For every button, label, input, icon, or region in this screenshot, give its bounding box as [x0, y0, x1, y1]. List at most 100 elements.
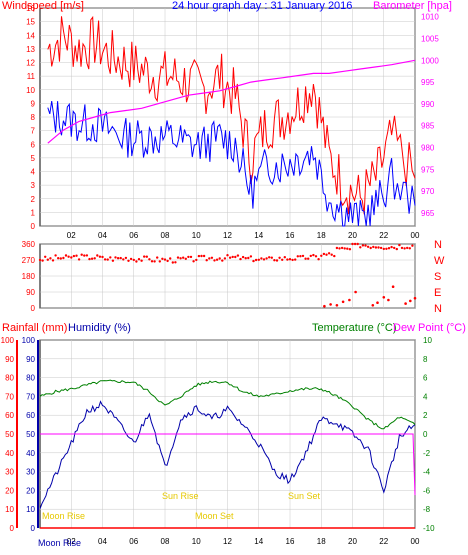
barometer-line: [47, 59, 416, 144]
direction-point-low: [413, 296, 417, 300]
wind-ytick: 16: [26, 4, 35, 13]
direction-point: [372, 245, 375, 249]
direction-point: [270, 256, 273, 259]
direction-point: [252, 259, 255, 263]
direction-ytick: 270: [22, 256, 36, 265]
wind-ytick: 12: [26, 59, 35, 68]
direction-point: [124, 256, 128, 260]
rain-ytick: 80: [5, 374, 14, 383]
humidity-ytick: 20: [26, 486, 35, 495]
wind-ytick: 14: [26, 31, 35, 40]
direction-point: [228, 256, 232, 259]
humidity-ytick: 60: [26, 411, 35, 420]
baro-ytick: 975: [421, 165, 435, 174]
direction-point: [161, 257, 164, 260]
wind-xtick: 04: [98, 231, 107, 240]
baro-ylabel: Barometer [hpa]: [373, 0, 452, 12]
direction-point: [111, 259, 115, 262]
direction-point: [174, 261, 177, 264]
direction-point: [75, 254, 78, 257]
direction-point: [390, 245, 393, 249]
direction-point: [406, 246, 409, 250]
dewpoint-ylabel: Dew Point (°C): [393, 322, 466, 334]
temp-ytick: 0: [423, 430, 428, 439]
direction-point: [106, 258, 109, 261]
event-sun-rise: Sun Rise: [162, 491, 199, 501]
direction-point: [187, 255, 190, 259]
direction-point: [184, 257, 187, 260]
temp-ytick: -2: [423, 449, 431, 458]
direction-point: [41, 259, 44, 262]
baro-ytick: 995: [421, 78, 435, 87]
temp-ytick: -8: [423, 505, 431, 514]
direction-point: [62, 256, 65, 260]
direction-point: [72, 254, 76, 258]
rain-ylabel: Rainfall (mm): [2, 322, 67, 334]
direction-point: [265, 257, 268, 260]
dewpoint-line: [40, 433, 416, 496]
direction-point: [333, 254, 336, 258]
direction-point-low: [354, 290, 357, 294]
humidity-ytick: 70: [26, 392, 35, 401]
direction-point: [221, 259, 224, 262]
wind-ytick: 6: [31, 140, 36, 149]
direction-point: [234, 255, 237, 259]
temp-ytick: -10: [423, 524, 435, 533]
baro-ytick: 965: [421, 209, 435, 218]
humidity-ylabel: Humidity (%): [68, 322, 131, 334]
direction-point: [346, 247, 349, 250]
direction-point: [132, 258, 135, 262]
direction-point-low: [323, 304, 326, 308]
direction-point-low: [409, 299, 412, 303]
direction-point: [385, 247, 388, 250]
direction-point: [400, 246, 404, 250]
direction-ytick: 360: [22, 240, 36, 249]
compass-e: E: [434, 287, 441, 299]
direction-point: [322, 252, 326, 256]
direction-point: [93, 257, 96, 260]
direction-point: [171, 261, 174, 264]
direction-point: [67, 255, 70, 258]
event-moon-rise: Moon Rise: [42, 511, 85, 521]
lower-xtick: 10: [192, 537, 201, 546]
direction-point: [314, 255, 318, 258]
direction-point: [338, 247, 341, 250]
rain-ytick: 40: [5, 449, 14, 458]
direction-point: [148, 258, 151, 261]
direction-point: [301, 254, 305, 258]
wind-ytick: 10: [26, 86, 35, 95]
direction-point: [262, 258, 266, 261]
direction-point: [369, 246, 372, 250]
direction-ytick: 180: [22, 272, 36, 281]
direction-point: [307, 257, 310, 260]
direction-point: [179, 257, 182, 260]
lower-xtick: 12: [223, 537, 232, 546]
direction-point: [281, 258, 284, 261]
direction-point: [122, 258, 125, 261]
direction-point: [236, 254, 240, 257]
compass-s: S: [434, 271, 441, 283]
direction-point: [268, 256, 271, 259]
direction-point: [275, 259, 279, 262]
direction-point: [335, 246, 339, 250]
temp-ytick: 8: [423, 355, 428, 364]
lower-xtick: 08: [161, 537, 170, 546]
humidity-ytick: 90: [26, 355, 35, 364]
wind-xtick: 12: [223, 231, 232, 240]
wind-xtick: 06: [129, 231, 138, 240]
direction-point: [288, 258, 292, 261]
direction-point: [257, 258, 260, 261]
direction-point: [374, 246, 378, 249]
temperature-line: [39, 379, 416, 430]
rain-ytick: 20: [5, 486, 14, 495]
direction-point: [273, 259, 276, 262]
direction-point-low: [329, 303, 332, 306]
wind-ytick: 5: [31, 154, 36, 163]
direction-point: [116, 257, 120, 260]
direction-point: [195, 258, 198, 262]
wind-ytick: 13: [26, 45, 35, 54]
direction-point: [408, 247, 411, 250]
rain-ytick: 30: [5, 468, 14, 477]
direction-point: [231, 255, 234, 259]
